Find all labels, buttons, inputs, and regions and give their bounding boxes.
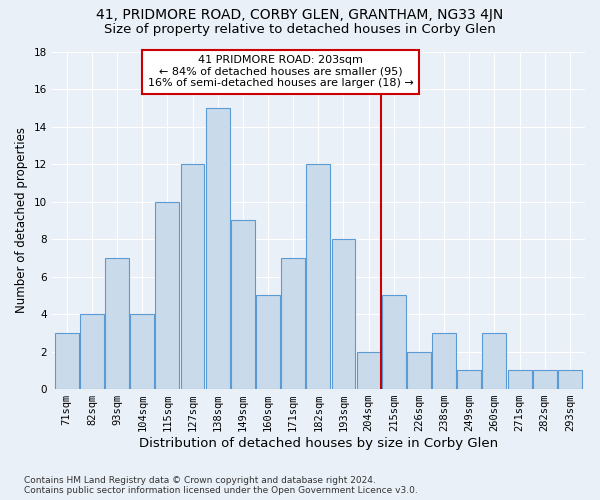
Bar — [105, 258, 129, 389]
Bar — [130, 314, 154, 389]
Bar — [80, 314, 104, 389]
Bar — [332, 239, 355, 389]
Bar — [382, 296, 406, 389]
Bar — [457, 370, 481, 389]
Bar — [281, 258, 305, 389]
Bar — [231, 220, 255, 389]
Text: 41, PRIDMORE ROAD, CORBY GLEN, GRANTHAM, NG33 4JN: 41, PRIDMORE ROAD, CORBY GLEN, GRANTHAM,… — [97, 8, 503, 22]
Bar — [155, 202, 179, 389]
Y-axis label: Number of detached properties: Number of detached properties — [15, 128, 28, 314]
Bar — [356, 352, 380, 389]
Bar — [558, 370, 582, 389]
Text: Size of property relative to detached houses in Corby Glen: Size of property relative to detached ho… — [104, 22, 496, 36]
Text: 41 PRIDMORE ROAD: 203sqm
← 84% of detached houses are smaller (95)
16% of semi-d: 41 PRIDMORE ROAD: 203sqm ← 84% of detach… — [148, 56, 413, 88]
Bar — [407, 352, 431, 389]
Bar — [482, 333, 506, 389]
Bar — [432, 333, 456, 389]
Bar — [256, 296, 280, 389]
Bar — [181, 164, 205, 389]
Bar — [206, 108, 230, 389]
Bar — [55, 333, 79, 389]
Bar — [533, 370, 557, 389]
Bar — [508, 370, 532, 389]
X-axis label: Distribution of detached houses by size in Corby Glen: Distribution of detached houses by size … — [139, 437, 498, 450]
Bar — [307, 164, 330, 389]
Text: Contains HM Land Registry data © Crown copyright and database right 2024.
Contai: Contains HM Land Registry data © Crown c… — [24, 476, 418, 495]
